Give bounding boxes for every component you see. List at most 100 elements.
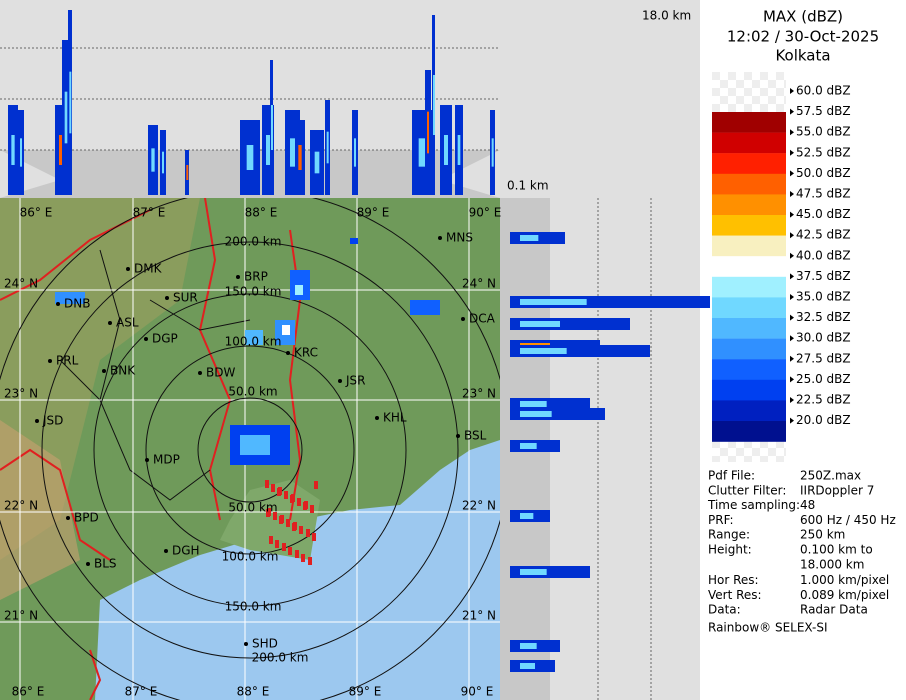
lon-label: 90° E (461, 685, 494, 699)
legend-tick (790, 129, 794, 136)
profile-core (314, 151, 320, 174)
legend-label: 42.5 dBZ (796, 228, 851, 242)
city-label: BSL (464, 429, 487, 443)
legend-label: 25.0 dBZ (796, 372, 851, 386)
echo-cell (295, 550, 299, 558)
echo-cell (410, 300, 440, 315)
profile-core (520, 299, 587, 305)
legend-swatch (712, 173, 786, 195)
range-label: 200.0 km (252, 651, 309, 665)
profile-core (520, 235, 539, 241)
city-dot (286, 351, 290, 355)
echo-cell (279, 516, 283, 524)
profile-core (290, 138, 295, 167)
city-dot (164, 549, 168, 553)
lon-label: 88° E (237, 685, 270, 699)
legend-tick (790, 88, 794, 94)
legend-tick (790, 211, 794, 218)
legend-label: 60.0 dBZ (796, 84, 851, 98)
echo-cell (240, 435, 270, 455)
map-labels: 86° E 86° E 87° E 87° E 88° E 88° E 89° E 89° E… (4, 206, 501, 699)
profile-core (266, 135, 270, 165)
legend-label: 50.0 dBZ (796, 166, 851, 180)
legend-tick (790, 294, 794, 300)
legend-tick (790, 376, 794, 383)
legend-label: 40.0 dBZ (796, 248, 851, 262)
lon-label: 89° E (357, 206, 390, 220)
profile-core (520, 443, 537, 449)
legend-tick (790, 170, 794, 177)
altitude-top: 18.0 km (642, 9, 691, 23)
range-ring (41, 241, 459, 659)
city-dot (86, 562, 90, 566)
city-dot (126, 267, 130, 271)
legend-swatch (712, 235, 786, 257)
echo-cell (266, 509, 270, 517)
echo-cell (306, 529, 310, 537)
profile-core (433, 75, 435, 135)
legend-label: 45.0 dBZ (796, 207, 851, 221)
echo-cell (292, 523, 296, 531)
range-label: 100.0 km (225, 335, 282, 349)
lon-label: 89° E (349, 685, 382, 699)
echo-cell (295, 285, 303, 295)
right-echo-profile (510, 232, 710, 672)
lon-label: 87° E (133, 206, 166, 220)
info-value: 48 (800, 498, 815, 512)
profile-core (246, 145, 254, 170)
city-label: DNB (64, 297, 90, 311)
profile-core (354, 138, 356, 167)
info-label: PRF: (708, 513, 734, 527)
echo-cell (286, 519, 290, 527)
city-label: DGP (152, 332, 178, 346)
echo-cell (308, 557, 312, 565)
legend-tick (790, 273, 794, 280)
info-value: 0.089 km/pixel (800, 588, 889, 602)
city-label: SUR (173, 291, 198, 305)
echo-cell (273, 512, 277, 520)
echo-cell (284, 491, 288, 499)
city-dot (244, 642, 248, 646)
city-label: BPD (74, 511, 99, 525)
lon-label: 86° E (20, 206, 53, 220)
legend-label: 32.5 dBZ (796, 310, 851, 324)
profile-core (271, 105, 273, 150)
legend-tick (790, 252, 794, 259)
echo-cell (277, 488, 281, 496)
profile-core (520, 663, 535, 669)
city-label: MNS (446, 231, 473, 245)
map (0, 198, 500, 700)
legend-swatch (712, 132, 786, 154)
city-label: KHL (383, 411, 407, 425)
info-value: 600 Hz / 450 Hz (800, 513, 896, 527)
profile-core (326, 131, 329, 164)
profile-core (69, 71, 72, 134)
title: MAX (dBZ) (763, 8, 843, 26)
info-value: 1.000 km/pixel (800, 573, 889, 587)
city-label: KRC (294, 346, 318, 360)
legend-label: 27.5 dBZ (796, 351, 851, 365)
legend-swatch (712, 338, 786, 360)
profile-core (520, 643, 537, 649)
legend: 60.0 dBZ 57.5 dBZ 55.0 dBZ 52.5 dBZ 50.0 dBZ… (712, 84, 851, 442)
legend-label: 57.5 dBZ (796, 104, 851, 118)
profile-core (418, 138, 426, 167)
profile-core (59, 135, 63, 165)
city-label: DCA (469, 312, 496, 326)
credit: Rainbow® SELEX-SI (708, 621, 828, 635)
profile-core (186, 165, 189, 180)
legend-label: 52.5 dBZ (796, 145, 851, 159)
legend-swatch (712, 276, 786, 298)
lat-label: 22° N (462, 499, 496, 513)
legend-swatch (712, 400, 786, 422)
station: Kolkata (775, 47, 830, 65)
echo-cell (350, 238, 358, 244)
echo-cell (282, 325, 290, 335)
echo-cell (275, 540, 279, 548)
lon-label: 86° E (12, 685, 45, 699)
echo-cell (282, 543, 286, 551)
info-label: Clutter Filter: (708, 483, 786, 497)
echo-cell (303, 502, 307, 510)
city-label: JSR (345, 374, 366, 388)
